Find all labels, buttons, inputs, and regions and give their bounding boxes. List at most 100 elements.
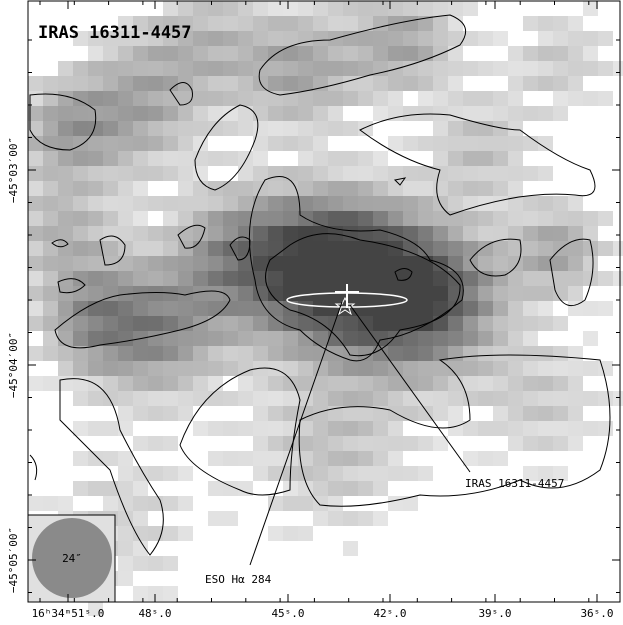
pixel [343, 451, 358, 466]
pixel [178, 121, 193, 136]
pixel [43, 166, 58, 181]
pixel [88, 181, 103, 196]
pixel [358, 46, 373, 61]
pixel [193, 391, 208, 406]
pixel [193, 256, 208, 271]
x-tick-label: 39ˢ.0 [478, 607, 511, 620]
pixel [43, 151, 58, 166]
pixel [583, 391, 598, 406]
pixel [298, 136, 313, 151]
pixel [253, 466, 268, 481]
pixel [118, 301, 133, 316]
pixel [133, 166, 148, 181]
pixel [283, 61, 298, 76]
pixel [373, 46, 388, 61]
pixel [223, 211, 238, 226]
pixel [73, 361, 88, 376]
pixel [448, 61, 463, 76]
pixel [223, 1, 238, 16]
pixel [148, 391, 163, 406]
pixel [328, 421, 343, 436]
pixel [118, 421, 133, 436]
pixel [148, 91, 163, 106]
pixel [538, 316, 553, 331]
pixel [133, 496, 148, 511]
pixel [253, 91, 268, 106]
pixel [508, 316, 523, 331]
pixel [148, 376, 163, 391]
pixel [463, 166, 478, 181]
pixel [508, 271, 523, 286]
pixel [43, 286, 58, 301]
pixel [148, 271, 163, 286]
pixel [538, 226, 553, 241]
pixel [298, 496, 313, 511]
pixel [553, 76, 568, 91]
pixel [223, 106, 238, 121]
pixel [463, 331, 478, 346]
pixel [343, 421, 358, 436]
pixel [283, 136, 298, 151]
pixel [298, 376, 313, 391]
pixel [118, 121, 133, 136]
pixel [523, 211, 538, 226]
pixel [163, 346, 178, 361]
pixel [568, 76, 583, 91]
pixel [43, 376, 58, 391]
pixel [358, 271, 373, 286]
pixel [73, 391, 88, 406]
pixel [28, 346, 43, 361]
pixel [358, 61, 373, 76]
pixel [148, 301, 163, 316]
pixel [238, 331, 253, 346]
pixel [598, 421, 613, 436]
pixel [178, 496, 193, 511]
pixel [388, 421, 403, 436]
pixel [448, 391, 463, 406]
pixel [373, 361, 388, 376]
pixel [268, 496, 283, 511]
pixel [343, 481, 358, 496]
pixel [493, 271, 508, 286]
pixel [103, 496, 118, 511]
pixel [223, 361, 238, 376]
pixel [28, 256, 43, 271]
pixel [178, 526, 193, 541]
pixel [433, 406, 448, 421]
pixel [238, 226, 253, 241]
pixel [133, 361, 148, 376]
pixel [148, 286, 163, 301]
pixel [148, 106, 163, 121]
pixel [178, 1, 193, 16]
pixel [448, 406, 463, 421]
pixel [448, 181, 463, 196]
x-tick-label: 42ˢ.0 [373, 607, 406, 620]
pixel [343, 46, 358, 61]
pixel [328, 391, 343, 406]
pixel [493, 346, 508, 361]
pixel [133, 316, 148, 331]
pixel [163, 556, 178, 571]
pixel [403, 361, 418, 376]
pixel [253, 1, 268, 16]
pixel [118, 91, 133, 106]
pixel [283, 196, 298, 211]
pixel [433, 151, 448, 166]
pixel [118, 241, 133, 256]
pixel [283, 406, 298, 421]
pixel [553, 421, 568, 436]
pixel [253, 421, 268, 436]
pixel [148, 331, 163, 346]
pixel [448, 91, 463, 106]
pixel [178, 61, 193, 76]
pixel [73, 241, 88, 256]
pixel [133, 391, 148, 406]
pixel [88, 76, 103, 91]
pixel [238, 31, 253, 46]
pixel [553, 346, 568, 361]
pixel [193, 226, 208, 241]
pixel [133, 526, 148, 541]
pixel [463, 196, 478, 211]
pixel [28, 196, 43, 211]
pixel [223, 151, 238, 166]
